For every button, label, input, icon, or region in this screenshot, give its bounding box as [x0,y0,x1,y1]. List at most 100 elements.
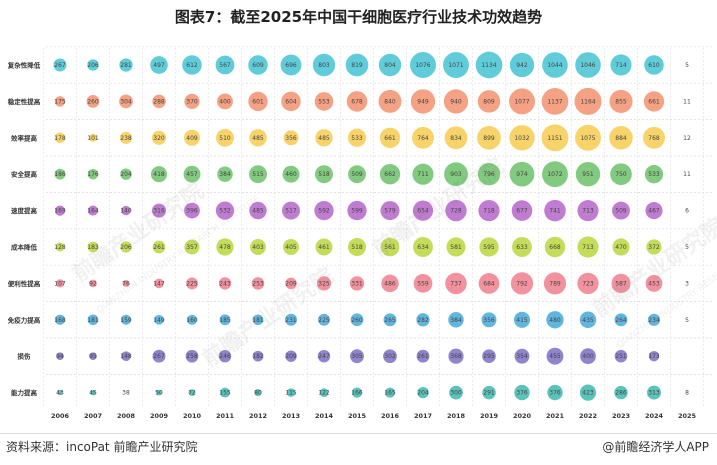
data-label: 168 [54,317,66,324]
data-bubble [89,279,97,288]
data-label: 532 [219,208,231,215]
data-bubble [445,199,467,222]
data-label: 485 [252,208,264,215]
data-label: 175 [54,98,66,105]
data-label: 457 [186,171,198,178]
data-label: 291 [483,390,495,397]
data-bubble [379,127,401,148]
data-bubble [119,58,133,72]
data-label: 718 [483,208,495,215]
data-label: 764 [417,135,429,142]
data-label: 567 [219,62,231,69]
data-bubble [186,314,198,325]
data-bubble [378,53,402,77]
data-label: 267 [54,62,66,69]
data-label: 43 [56,390,64,397]
data-bubble [318,313,330,326]
data-label: 581 [450,244,462,251]
data-label: 455 [549,353,561,360]
data-label: 261 [153,244,165,251]
data-bubble [410,89,436,114]
data-label: 478 [219,244,231,251]
data-bubble [286,388,296,397]
data-bubble [150,56,168,74]
series-label: 效率提高 [11,133,38,142]
data-bubble [579,384,597,401]
data-label: 789 [549,280,561,287]
data-bubble [215,55,235,75]
data-label: 510 [219,135,231,142]
data-label: 553 [318,98,330,105]
x-tick-label: 2015 [348,412,367,420]
data-bubble [546,311,564,329]
data-bubble [449,385,463,400]
data-bubble [543,272,567,295]
data-bubble [121,351,131,362]
data-label: 182 [252,353,264,360]
data-bubble [648,351,660,362]
data-bubble [412,126,434,149]
data-label: 612 [186,62,198,69]
data-bubble [614,313,628,327]
data-label: 253 [252,280,264,287]
data-bubble [154,278,164,289]
data-label: 400 [582,353,594,360]
data-label: 518 [351,244,363,251]
data-bubble [121,205,131,216]
data-bubble [55,242,65,252]
data-bubble [285,350,297,362]
data-label: 714 [615,62,627,69]
data-label: 418 [153,171,165,178]
data-label: 668 [549,244,561,251]
data-label: 711 [417,171,429,178]
data-label: 225 [318,317,330,324]
data-bubble [614,349,628,363]
data-bubble [151,130,167,145]
data-bubble [347,200,367,221]
data-bubble [280,54,302,76]
data-bubble [509,161,535,187]
data-label: 206 [120,244,132,251]
data-label: 368 [450,353,462,360]
data-bubble [610,54,632,76]
data-bubble [120,241,132,253]
data-bubble [478,200,500,222]
data-label: 1134 [481,62,496,69]
series-label: 便利性提高 [8,279,41,288]
data-bubble [509,88,535,115]
data-label: 246 [219,353,231,360]
data-label: 592 [318,208,330,215]
series-label: 损伤 [18,352,32,361]
x-tick-label: 2025 [678,412,697,420]
data-bubble [54,96,66,107]
data-label: 633 [516,244,528,251]
brand-credit: @前瞻经济学人APP [602,440,709,454]
data-label: 325 [318,280,330,287]
data-label: 155 [219,390,231,397]
data-label: 1075 [580,135,595,142]
data-bubble [541,88,569,115]
data-bubble [645,274,663,292]
data-label: 884 [615,135,627,142]
data-label: 940 [450,98,462,105]
data-label: 561 [384,244,396,251]
data-label: 1137 [547,98,562,105]
data-bubble [314,165,334,184]
data-label: 12 [683,135,691,142]
data-bubble [87,205,99,216]
data-label: 147 [153,280,165,287]
data-bubble [383,313,397,327]
data-bubble [643,126,665,149]
data-label: 3 [685,280,689,287]
data-label: 261 [417,353,429,360]
data-label: 5 [685,244,689,251]
series-label: 成本降低 [11,243,38,252]
data-bubble [248,91,268,112]
data-label: 181 [87,317,99,324]
data-bubble [410,52,436,78]
data-bubble [381,274,399,293]
data-label: 281 [120,62,132,69]
x-tick-label: 2010 [183,412,202,420]
data-bubble [448,348,464,364]
data-bubble [647,385,661,400]
